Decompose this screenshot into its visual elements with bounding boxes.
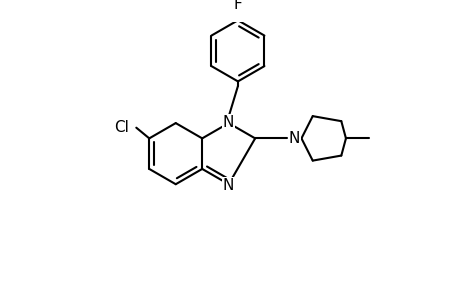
Text: F: F: [233, 0, 242, 12]
Text: Cl: Cl: [114, 120, 129, 135]
Text: N: N: [288, 131, 299, 146]
Text: N: N: [223, 115, 234, 130]
Text: N: N: [223, 178, 234, 193]
